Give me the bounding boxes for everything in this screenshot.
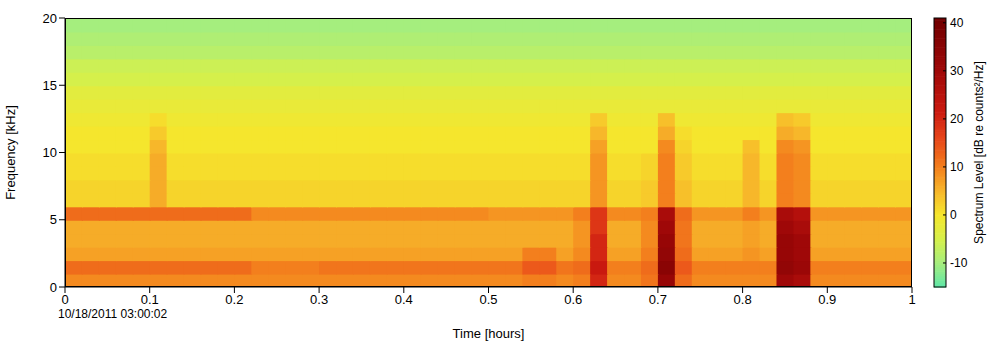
svg-text:0: 0 bbox=[61, 292, 68, 307]
svg-text:1: 1 bbox=[908, 292, 915, 307]
svg-text:30: 30 bbox=[950, 64, 964, 78]
svg-text:0.2: 0.2 bbox=[225, 292, 243, 307]
svg-text:-10: -10 bbox=[950, 256, 968, 270]
svg-text:15: 15 bbox=[43, 78, 57, 93]
svg-text:20: 20 bbox=[43, 11, 57, 26]
svg-text:0: 0 bbox=[950, 208, 957, 222]
svg-text:0.5: 0.5 bbox=[479, 292, 497, 307]
svg-text:0.3: 0.3 bbox=[310, 292, 328, 307]
svg-text:Frequency [kHz]: Frequency [kHz] bbox=[3, 105, 18, 200]
svg-text:Time [hours]: Time [hours] bbox=[453, 326, 525, 341]
svg-text:0.8: 0.8 bbox=[734, 292, 752, 307]
svg-text:10: 10 bbox=[43, 145, 57, 160]
svg-text:0.9: 0.9 bbox=[818, 292, 836, 307]
svg-text:Spectrum Level [dB re counts²/: Spectrum Level [dB re counts²/Hz] bbox=[972, 61, 986, 244]
svg-text:0: 0 bbox=[50, 280, 57, 295]
svg-text:0.7: 0.7 bbox=[649, 292, 667, 307]
svg-text:10: 10 bbox=[950, 160, 964, 174]
svg-text:20: 20 bbox=[950, 112, 964, 126]
svg-text:5: 5 bbox=[50, 212, 57, 227]
svg-text:0.4: 0.4 bbox=[395, 292, 413, 307]
svg-text:0.1: 0.1 bbox=[141, 292, 159, 307]
svg-text:0.6: 0.6 bbox=[564, 292, 582, 307]
svg-text:40: 40 bbox=[950, 16, 964, 30]
html-text:10/18/2011 03:00:02: 10/18/2011 03:00:02 bbox=[58, 307, 168, 321]
